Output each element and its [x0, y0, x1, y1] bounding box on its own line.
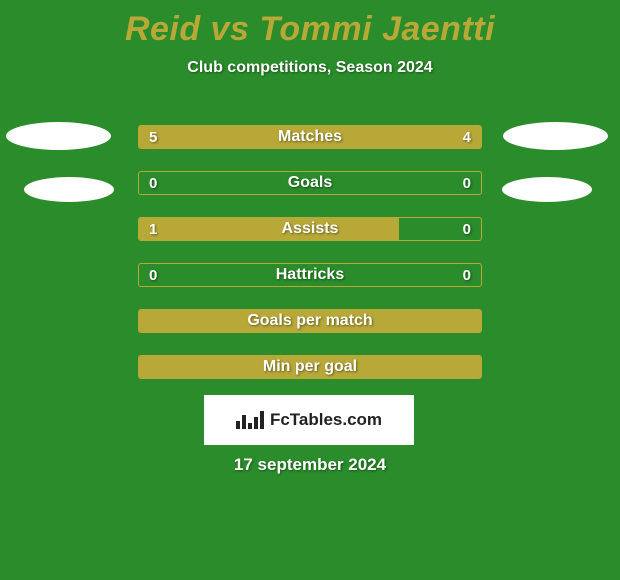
source-badge: FcTables.com [204, 395, 414, 445]
bar-row-goals-per-match: Goals per match [138, 309, 482, 333]
bar-value-right: 0 [463, 264, 471, 286]
date-text: 17 september 2024 [0, 455, 620, 475]
bar-row-assists: 1 Assists 0 [138, 217, 482, 241]
bar-label: Matches [139, 126, 481, 148]
bar-row-goals: 0 Goals 0 [138, 171, 482, 195]
bar-label: Min per goal [139, 356, 481, 378]
bar-value-right: 0 [463, 172, 471, 194]
bar-label: Hattricks [139, 264, 481, 286]
bar-value-right: 4 [463, 126, 471, 148]
bar-row-matches: 5 Matches 4 [138, 125, 482, 149]
bar-row-min-per-goal: Min per goal [138, 355, 482, 379]
bar-label: Assists [139, 218, 481, 240]
decor-ellipse-bottom-right [502, 177, 592, 202]
source-badge-text: FcTables.com [270, 410, 382, 430]
page-title: Reid vs Tommi Jaentti [0, 0, 620, 49]
bar-chart-icon [236, 411, 264, 429]
subtitle: Club competitions, Season 2024 [0, 59, 620, 77]
decor-ellipse-top-right [503, 122, 608, 150]
bar-label: Goals [139, 172, 481, 194]
decor-ellipse-top-left [6, 122, 111, 150]
bar-value-right: 0 [463, 218, 471, 240]
decor-ellipse-bottom-left [24, 177, 114, 202]
bar-row-hattricks: 0 Hattricks 0 [138, 263, 482, 287]
bar-label: Goals per match [139, 310, 481, 332]
stats-bars: 5 Matches 4 0 Goals 0 1 Assists 0 0 Hatt… [138, 125, 482, 401]
